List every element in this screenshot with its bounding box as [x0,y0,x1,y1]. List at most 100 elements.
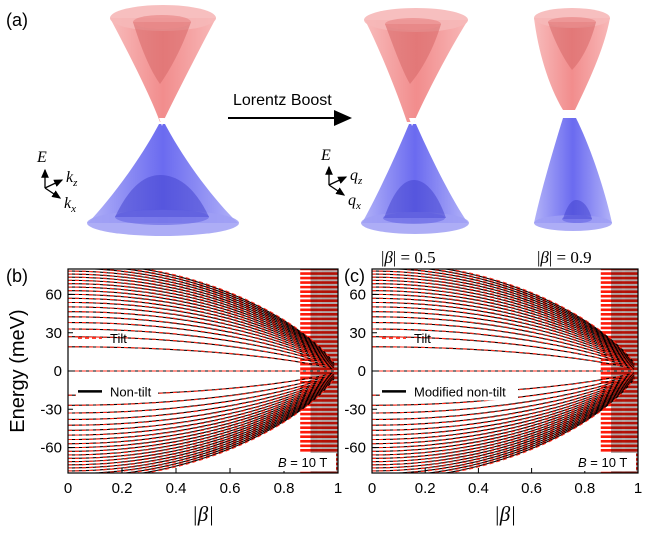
level-dashed-34 [372,377,635,472]
y-tick-label: -60 [40,440,62,457]
level-dashed-17 [68,297,335,367]
axis-qx-sub: x [355,200,361,212]
level-dashed-35 [390,269,635,364]
level-dashed-39 [143,269,335,364]
level-dashed-11 [372,311,635,368]
level-solid-40 [139,378,335,473]
level-dashed-1 [372,346,635,370]
level-dashed-12 [68,374,335,431]
level-dashed-28 [372,377,635,463]
x-tick-label: 0.4 [468,480,489,497]
cone-label-0.5-prefix: | [381,248,384,267]
level-dashed-17 [372,297,635,367]
level-solid-37 [120,269,335,364]
level-solid-37 [423,269,635,364]
level-dashed-30 [68,377,335,466]
level-solid-11 [372,311,635,368]
axis-kx-left: kx [64,195,76,215]
axis-kz-symbol: k [66,169,74,186]
x-tick-label: 1 [334,480,342,497]
level-dashed-11 [68,311,335,368]
field-value: = 10 T [587,455,628,470]
x-tick-label: 0.6 [521,480,542,497]
axis-qz-symbol: q [350,167,358,184]
level-dashed-3 [68,336,335,370]
x-tick-label: 0.6 [220,480,241,497]
level-solid-38 [423,378,635,473]
x-tick-label: 1 [634,480,642,497]
axes-glyph-right: E qz qx [320,147,363,212]
axis-kz-left: kz [66,169,78,189]
level-dashed-10 [68,374,335,426]
level-dashed-40 [143,378,335,473]
x-axis-label: |β| [494,502,516,526]
level-dashed-4 [372,372,635,406]
x-tick-label: 0.2 [415,480,436,497]
dirac-cone-left [87,5,239,236]
level-dashed-14 [68,375,335,436]
level-solid-38 [120,378,335,473]
level-dashed-23 [372,286,635,366]
level-dashed-1 [68,346,335,370]
chart-panel-b: (b) 60 30 0 -30 -60 0 0.2 0.4 0.6 0.8 1 |β| Energy (m… [6,266,342,526]
level-dashed-7 [68,321,335,368]
legend-label-nontilt: Non-tilt [110,384,152,399]
level-dashed-4 [68,372,335,406]
cone-label-0.9-value: | = 0.9 [549,248,592,267]
level-dashed-15 [372,301,635,367]
level-dashed-39 [445,269,635,364]
level-dashed-21 [68,290,335,366]
axis-kx-symbol: k [64,195,72,212]
level-dashed-13 [372,306,635,367]
field-annotation: B = 10 T [578,455,627,470]
lorentz-boost-label: Lorentz Boost [233,92,332,109]
level-dashed-25 [68,283,335,365]
field-var: B [278,455,287,470]
level-dashed-23 [68,286,335,366]
legend: Tilt Non-tilt [76,331,158,401]
field-annotation: B = 10 T [278,455,327,470]
x-tick-label: 0.4 [166,480,187,497]
axes-glyph-left: E kz kx [36,149,78,215]
level-dashed-3 [372,336,635,370]
field-value: = 10 T [287,455,328,470]
level-dashed-9 [372,316,635,368]
level-dashed-26 [68,377,335,459]
level-dashed-19 [372,293,635,366]
plot-area [372,269,638,473]
y-axis-label: Energy (meV) [7,309,29,432]
y-tick-label: 60 [45,287,62,304]
level-dashed-20 [372,376,635,449]
y-tick-label: 0 [358,363,366,380]
level-dashed-15 [68,301,335,367]
legend-label-nontilt: Modified non-tilt [414,384,506,399]
level-dashed-20 [68,376,335,449]
annotation-bg [274,453,336,471]
y-tick-label: -60 [344,440,366,457]
y-tick-label: 30 [45,325,62,342]
level-solid-39 [139,269,335,364]
axis-e-right: E [320,147,331,164]
legend-label-tilt: Tilt [110,331,127,346]
level-dashed-8 [68,374,335,421]
axis-kz-sub: z [72,177,78,189]
level-dashed-32 [68,377,335,469]
x-tick-label: 0.8 [574,480,595,497]
level-dashed-22 [372,376,635,452]
panel-label: (b) [6,266,28,286]
cone-label-0.9-symbol: β [539,248,549,267]
level-dashed-24 [68,376,335,456]
level-dashed-5 [372,328,635,369]
y-tick-label: -30 [344,401,366,418]
axis-qz-sub: z [357,175,363,187]
level-dashed-22 [68,376,335,452]
level-dashed-16 [372,375,635,441]
level-dashed-18 [68,375,335,445]
level-dashed-27 [372,279,635,365]
y-tick-label: 0 [54,363,62,380]
cone-label-0.9-prefix: | [537,248,540,267]
level-dashed-12 [372,374,635,431]
level-solid-39 [442,269,635,364]
level-dashed-33 [372,270,635,365]
